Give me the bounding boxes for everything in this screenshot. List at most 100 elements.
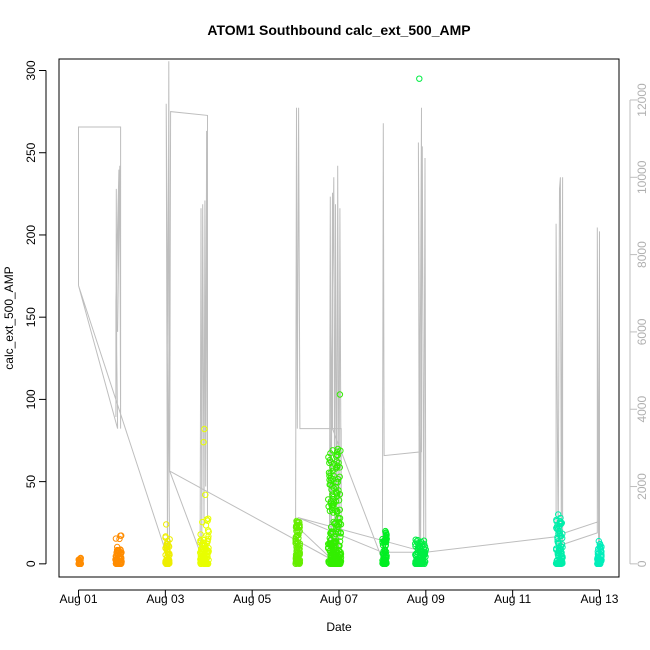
data-point bbox=[201, 425, 208, 433]
data-point bbox=[335, 497, 343, 504]
data-point bbox=[205, 544, 212, 552]
data-point bbox=[295, 558, 302, 566]
data-point bbox=[163, 559, 170, 567]
x-axis-label: Date bbox=[326, 620, 352, 634]
data-point bbox=[296, 528, 303, 535]
data-point bbox=[555, 553, 562, 560]
x-tick-label: Aug 05 bbox=[233, 592, 271, 606]
data-point bbox=[413, 553, 420, 561]
data-point bbox=[336, 519, 343, 526]
data-point bbox=[595, 545, 602, 553]
data-point bbox=[331, 560, 338, 567]
y2-tick-label: 8000 bbox=[635, 241, 649, 268]
data-point bbox=[382, 538, 389, 545]
data-point bbox=[336, 464, 343, 471]
plot-frame bbox=[58, 58, 620, 578]
data-point bbox=[383, 532, 390, 539]
data-point bbox=[114, 543, 121, 551]
data-point bbox=[197, 537, 204, 544]
data-point bbox=[412, 540, 419, 547]
data-point bbox=[559, 553, 566, 560]
data-point bbox=[202, 491, 209, 498]
data-point bbox=[331, 519, 338, 527]
data-point bbox=[419, 542, 426, 550]
data-point bbox=[198, 546, 206, 553]
data-point bbox=[556, 517, 564, 525]
y2-tick-label: 4000 bbox=[635, 396, 649, 423]
data-point bbox=[598, 551, 605, 558]
data-point bbox=[553, 518, 560, 525]
chart-title: ATOM1 Southbound calc_ext_500_AMP bbox=[207, 22, 470, 38]
y-tick-label: 300 bbox=[24, 60, 38, 80]
data-point bbox=[555, 511, 562, 518]
data-point bbox=[382, 560, 389, 567]
y-axis-label: calc_ext_500_AMP bbox=[2, 266, 16, 369]
data-point bbox=[421, 541, 428, 548]
data-point bbox=[117, 532, 124, 539]
data-point bbox=[334, 452, 341, 459]
data-point bbox=[336, 473, 343, 480]
y2-tick-label: 12000 bbox=[635, 83, 649, 117]
data-point bbox=[558, 541, 566, 548]
data-point bbox=[337, 533, 344, 540]
axes-layer: 0 50 100 150 200 250 300 0 2000 4000 6000 8000 10000… bbox=[24, 60, 649, 606]
data-point bbox=[330, 499, 338, 506]
x-tick-label: Aug 11 bbox=[494, 592, 531, 606]
data-point bbox=[293, 543, 300, 551]
data-point bbox=[205, 533, 212, 540]
data-point bbox=[595, 537, 602, 545]
data-point bbox=[295, 519, 302, 526]
y2-tick-label: 2000 bbox=[635, 473, 649, 500]
x-tick-label: Aug 03 bbox=[146, 592, 184, 606]
data-point bbox=[333, 538, 340, 546]
data-point bbox=[162, 534, 169, 541]
data-point bbox=[336, 506, 343, 513]
data-point bbox=[334, 523, 342, 530]
secondary-line bbox=[78, 61, 600, 565]
data-point bbox=[199, 518, 206, 526]
y-tick-label: 50 bbox=[24, 475, 38, 489]
y2-tick-label: 10000 bbox=[635, 160, 649, 194]
data-point bbox=[163, 543, 170, 550]
data-point bbox=[327, 523, 335, 531]
data-point bbox=[329, 483, 336, 490]
data-point bbox=[416, 75, 423, 82]
data-point bbox=[163, 521, 170, 528]
data-point bbox=[417, 548, 424, 555]
data-point bbox=[333, 489, 340, 497]
data-point bbox=[334, 479, 341, 486]
data-point bbox=[421, 558, 428, 565]
y-tick-label: 250 bbox=[24, 142, 38, 162]
data-point bbox=[330, 518, 337, 526]
data-point bbox=[205, 528, 212, 535]
data-point bbox=[204, 554, 211, 561]
data-point bbox=[113, 546, 121, 554]
x-tick-label: Aug 09 bbox=[407, 592, 445, 606]
data-point bbox=[327, 530, 334, 537]
data-point bbox=[113, 559, 120, 566]
data-point bbox=[163, 542, 171, 549]
data-point bbox=[382, 527, 389, 535]
data-point bbox=[116, 535, 123, 543]
data-point bbox=[325, 454, 332, 461]
x-tick-label: Aug 13 bbox=[580, 592, 618, 606]
data-point bbox=[326, 476, 333, 484]
data-point bbox=[198, 550, 205, 557]
data-point bbox=[554, 539, 562, 547]
data-point bbox=[334, 448, 341, 455]
data-point bbox=[293, 521, 301, 529]
data-point bbox=[595, 557, 603, 564]
x-tick-label: Aug 07 bbox=[320, 592, 358, 606]
data-point bbox=[197, 554, 205, 562]
y-tick-label: 200 bbox=[24, 225, 38, 245]
points-layer bbox=[75, 75, 605, 567]
data-point bbox=[292, 533, 300, 541]
data-point bbox=[163, 540, 171, 547]
data-point bbox=[554, 556, 561, 564]
data-point bbox=[556, 527, 563, 534]
data-point bbox=[114, 550, 121, 557]
data-point bbox=[330, 533, 337, 540]
data-point bbox=[335, 553, 343, 561]
x-tick-label: Aug 01 bbox=[60, 592, 98, 606]
